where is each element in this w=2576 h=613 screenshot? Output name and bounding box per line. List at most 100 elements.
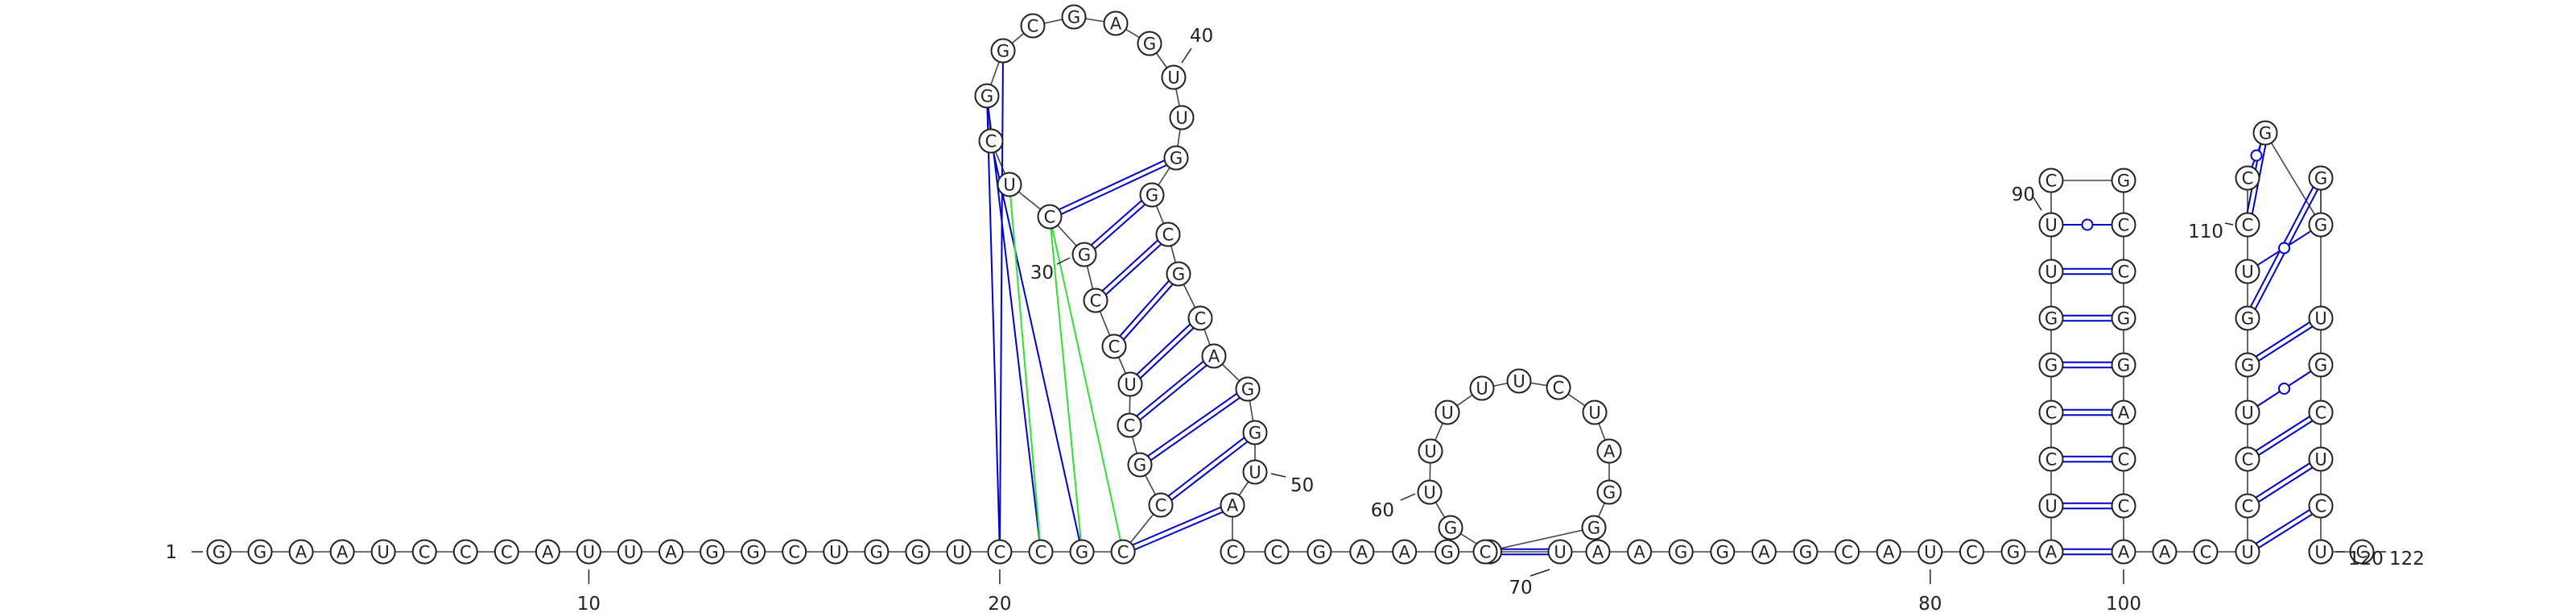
nucleotide-circle (1148, 492, 1174, 518)
base-pair-line (1132, 506, 1221, 546)
nucleotide-circle (617, 539, 642, 565)
nucleotide-letter: U (2241, 263, 2253, 282)
nucleotide-letter: A (1604, 442, 1616, 462)
nucleotide-letter: U (1513, 372, 1525, 391)
nucleotide-56: A (1392, 539, 1418, 565)
nucleotide-letter: U (2314, 543, 2326, 562)
nucleotide-letter: U (2241, 543, 2253, 562)
nucleotide-letter: G (1440, 543, 1453, 562)
backbone-layer (219, 16, 2362, 553)
nucleotide-97: A (2111, 400, 2136, 425)
nucleotide-letter: U (583, 543, 595, 562)
nucleotide-letter: G (1587, 519, 1600, 538)
nucleotide-circle (2235, 305, 2260, 331)
nucleotide-circle (2308, 165, 2334, 191)
nucleotide-letter: G (2007, 543, 2020, 562)
position-label-20: 20 (988, 594, 1011, 613)
nucleotide-15: C (782, 539, 807, 565)
nucleotide-circle (2038, 539, 2064, 565)
nucleotide-letter: C (1162, 226, 1174, 245)
nucleotide-44: C (1155, 222, 1181, 247)
nucleotide-letter: U (2045, 263, 2057, 282)
nucleotide-11: U (617, 539, 642, 565)
nucleotide-circle (1020, 13, 1046, 39)
nucleotide-circle (2235, 493, 2260, 519)
base-pair-line (2258, 513, 2313, 549)
nucleotide-circle (1668, 539, 1694, 565)
base-pair-line (2255, 462, 2310, 499)
nucleotide-32: U (997, 172, 1022, 197)
position-label-110: 110 (2188, 222, 2223, 242)
nucleotide-letter: A (1208, 347, 1220, 367)
position-tick (1400, 493, 1416, 501)
nucleotide-7: C (452, 539, 478, 565)
nucleotide-circle (1472, 539, 1498, 565)
nucleotide-circle (1438, 515, 1463, 541)
nucleotide-circle (700, 539, 725, 565)
nucleotide-circle (1585, 539, 1611, 565)
nucleotide-letter: C (2118, 497, 2130, 516)
nucleotide-26: C (1117, 412, 1142, 438)
nucleotide-letter: C (1124, 416, 1136, 436)
nucleotide-circle (1264, 539, 1290, 565)
nucleotide-circle (997, 172, 1022, 197)
nucleotide-letter: U (952, 543, 964, 562)
nucleotide-circle (2038, 352, 2064, 378)
nucleotide-107: G (2235, 352, 2260, 378)
position-label-10: 10 (577, 594, 601, 613)
nucleotide-83: A (2038, 539, 2064, 565)
position-label-80: 80 (1918, 594, 1942, 613)
nucleotide-19: U (946, 539, 972, 565)
nucleotide-35: G (990, 38, 1016, 64)
nucleotide-circle (823, 539, 848, 565)
nucleotide-letter: G (1133, 456, 1146, 475)
nucleotide-78: C (1835, 539, 1860, 565)
nucleotide-1: G (206, 539, 232, 565)
nucleotide-52: C (1220, 539, 1245, 565)
nucleotide-33: C (978, 128, 1004, 154)
nucleotide-circle (1169, 105, 1195, 130)
nucleotide-22: G (1069, 539, 1095, 565)
nucleotide-letter: C (2242, 216, 2254, 235)
nucleotide-82: G (2000, 539, 2026, 565)
nucleotide-circle (1103, 10, 1129, 36)
nucleotide-letter: G (1799, 543, 1812, 562)
nucleotide-letter: A (2046, 543, 2058, 562)
nucleotide-105: C (2235, 446, 2260, 472)
base-pair-line (1105, 243, 1162, 296)
nucleotide-letter: G (254, 543, 266, 562)
nucleotide-40: U (1161, 64, 1187, 90)
nucleotide-circle (1835, 539, 1860, 565)
nucleotide-letter: A (1110, 14, 1122, 34)
nucleotide-letter: U (1167, 68, 1179, 88)
base-pair-line (1059, 159, 1165, 210)
nucleotide-letter: G (870, 543, 883, 562)
nucleotide-circle (1187, 305, 1213, 331)
nucleotide-circle (1117, 412, 1142, 438)
nucleotide-89: U (2038, 259, 2064, 284)
pseudoknot-interaction (986, 107, 1001, 541)
nucleotide-circle (974, 83, 1000, 109)
nucleotide-circle (1242, 420, 1268, 445)
nucleotide-letter: G (1716, 543, 1729, 562)
nucleotide-73: A (1627, 539, 1653, 565)
nucleotide-circle (2308, 493, 2334, 519)
nucleotide-circle (1469, 375, 1495, 401)
nucleotide-79: A (1876, 539, 1901, 565)
nucleotide-letter: U (1003, 176, 1015, 195)
nucleotide-99: C (2111, 493, 2136, 519)
nucleotide-letter: C (2200, 543, 2212, 562)
nucleotide-circle (2235, 259, 2260, 284)
nucleotide-circle (2308, 400, 2334, 425)
backbone-segment (1484, 527, 1595, 553)
nucleotide-circle (990, 38, 1016, 64)
nucleotide-circle (1959, 539, 1984, 565)
nucleotide-letter: G (2314, 169, 2327, 188)
nucleotide-119: C (2308, 493, 2334, 519)
nucleotide-letter: A (295, 543, 308, 562)
nucleotide-circle (1627, 539, 1653, 565)
nucleotide-letter: C (1117, 543, 1129, 562)
noncanonical-interaction (1009, 196, 1041, 541)
nucleotide-104: C (2235, 493, 2260, 519)
nucleotide-circle (905, 539, 931, 565)
